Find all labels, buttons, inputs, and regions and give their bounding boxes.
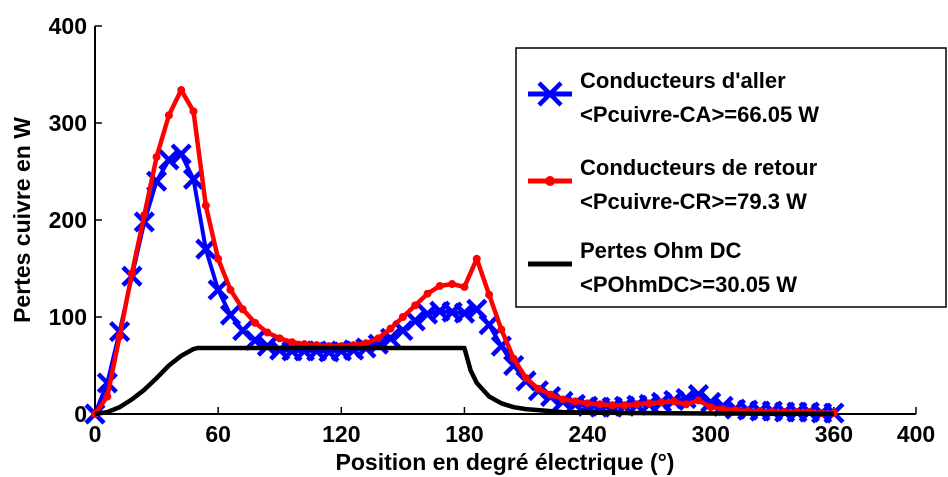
data-point — [545, 176, 555, 186]
data-point — [386, 324, 395, 333]
x-tick-label: 360 — [815, 421, 853, 447]
legend-sublabel: <POhmDC>=30.05 W — [580, 272, 797, 297]
data-point — [195, 238, 217, 260]
data-point — [546, 390, 555, 399]
data-point — [466, 298, 488, 320]
series-line — [94, 345, 834, 417]
data-point — [115, 332, 124, 341]
data-point — [140, 211, 149, 220]
legend-sublabel: <Pcuivre-CA>=66.05 W — [580, 102, 819, 127]
data-point — [497, 325, 506, 334]
data-point — [472, 254, 481, 263]
data-point — [374, 334, 383, 343]
data-point — [706, 403, 715, 412]
data-point — [537, 81, 563, 107]
legend-entry: Conducteurs de retour <Pcuivre-CR>=79.3 W — [528, 155, 818, 214]
y-tick-label: 0 — [74, 401, 87, 427]
data-point — [263, 328, 272, 337]
data-point — [509, 354, 518, 363]
data-point — [275, 334, 284, 343]
data-point — [207, 279, 229, 301]
data-point — [669, 397, 678, 406]
data-point — [682, 400, 691, 409]
legend-label: Conducteurs de retour — [580, 155, 818, 180]
data-point — [189, 107, 198, 116]
data-point — [152, 152, 161, 161]
data-point — [657, 398, 666, 407]
data-point — [214, 254, 223, 263]
x-tick-label: 180 — [445, 421, 483, 447]
data-point — [645, 399, 654, 408]
data-point — [571, 397, 580, 406]
data-point — [608, 401, 617, 410]
data-point — [201, 201, 210, 210]
y-tick-label: 200 — [49, 207, 87, 233]
legend-label: Pertes Ohm DC — [580, 238, 741, 263]
data-point — [485, 290, 494, 299]
data-point — [534, 384, 543, 393]
data-point — [558, 395, 567, 404]
data-point — [361, 339, 370, 348]
y-tick-label: 300 — [49, 110, 87, 136]
series-1 — [91, 86, 838, 418]
legend-label: Conducteurs d'aller — [580, 68, 786, 93]
x-tick-label: 120 — [322, 421, 360, 447]
y-tick-label: 100 — [49, 304, 87, 330]
x-tick-label: 0 — [89, 421, 102, 447]
x-axis-label: Position en degré électrique (°) — [336, 449, 675, 475]
data-point — [694, 396, 703, 405]
x-tick-label: 300 — [692, 421, 730, 447]
legend-sublabel: <Pcuivre-CR>=79.3 W — [580, 189, 807, 214]
data-point — [251, 318, 260, 327]
data-point — [170, 143, 192, 165]
data-point — [411, 301, 420, 310]
x-tick-label: 400 — [897, 421, 935, 447]
data-point — [620, 401, 629, 410]
data-point — [164, 111, 173, 120]
series-layer — [84, 86, 845, 425]
data-point — [398, 313, 407, 321]
data-point — [435, 281, 444, 290]
x-tick-label: 60 — [205, 421, 231, 447]
y-tick-label: 400 — [49, 13, 87, 39]
data-point — [448, 280, 457, 289]
data-point — [460, 282, 469, 291]
data-point — [127, 269, 136, 278]
y-axis-label: Pertes cuivre en W — [9, 117, 35, 323]
data-point — [719, 405, 728, 414]
data-point — [583, 399, 592, 408]
data-point — [238, 305, 247, 314]
legend-box — [515, 47, 947, 308]
x-tick-label: 240 — [568, 421, 606, 447]
data-point — [632, 400, 641, 409]
data-point — [226, 285, 235, 294]
data-point — [423, 289, 432, 298]
data-point — [219, 304, 242, 326]
data-point — [453, 302, 476, 324]
data-point — [177, 86, 186, 95]
data-point — [103, 392, 112, 401]
data-point — [522, 374, 531, 383]
data-point — [158, 149, 180, 171]
data-point — [478, 314, 500, 336]
legend-entry: Conducteurs d'aller <Pcuivre-CA>=66.05 W — [528, 68, 819, 127]
data-point — [288, 338, 297, 347]
legend-entry: Pertes Ohm DC <POhmDC>=30.05 W — [528, 238, 797, 297]
data-point — [595, 400, 604, 409]
data-point — [404, 310, 426, 332]
series-2 — [94, 345, 834, 417]
legend: Conducteurs d'aller<Pcuivre-CA>=66.05 WC… — [515, 47, 947, 308]
tick-labels: 0 60 120 180 240 300 360 400 0 100 200 300 400 — [49, 13, 936, 447]
